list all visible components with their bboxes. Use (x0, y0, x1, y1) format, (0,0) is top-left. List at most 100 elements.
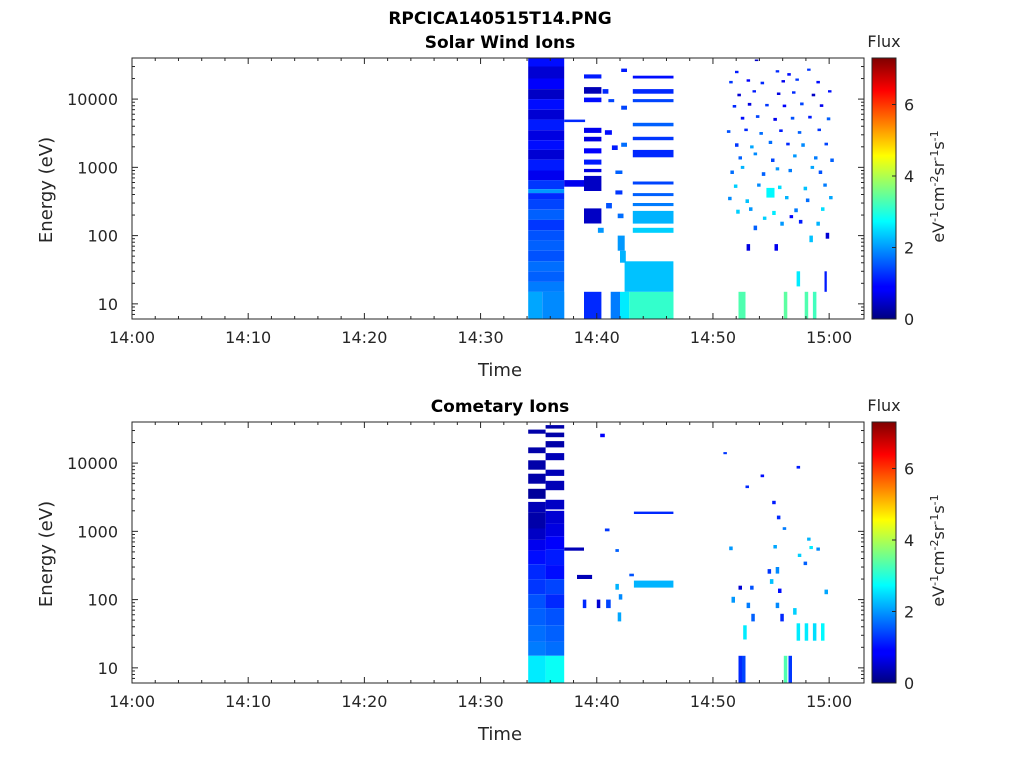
heatmap-cell (602, 89, 609, 94)
heatmap-cell (804, 291, 809, 319)
colorbar-gradient (871, 421, 897, 684)
heatmap-cell (606, 599, 611, 609)
heatmap-cell (632, 149, 674, 158)
heatmap-cell (584, 175, 602, 191)
heatmap-cell (528, 655, 546, 683)
heatmap-cell (633, 580, 674, 588)
heatmap-cell (545, 549, 565, 566)
heatmap-cell (528, 528, 546, 540)
x-tick-label: 14:10 (225, 328, 271, 347)
x-tick-label: 14:20 (341, 328, 387, 347)
heatmap-cell (545, 510, 565, 524)
colorbar-tick-label: 4 (904, 531, 914, 550)
y-tick-label: 1000 (77, 158, 118, 177)
heatmap-cell (545, 499, 565, 510)
y-tick-label: 10000 (67, 454, 118, 473)
heatmap-cells (528, 58, 834, 319)
heatmap-cell (528, 240, 565, 251)
heatmap-cell (812, 623, 817, 641)
heatmap-cell (807, 68, 811, 71)
heatmap-cell (745, 485, 749, 489)
heatmap-cell (805, 198, 810, 203)
heatmap-cell (629, 573, 634, 577)
heatmap-cell (528, 594, 546, 609)
heatmap-cell (760, 474, 765, 478)
plot-frame (131, 57, 865, 320)
heatmap-cell (528, 109, 565, 120)
heatmap-cell (811, 93, 816, 97)
heatmap-cell (819, 104, 824, 107)
heatmap-cell (632, 181, 674, 185)
heatmap-cell (528, 159, 565, 171)
heatmap-cell (723, 452, 727, 455)
x-tick-label: 14:50 (690, 692, 736, 711)
x-axis-ticks: 14:00 14:10 14:20 14:30 14:40 14:50 15:00 (109, 422, 852, 711)
heatmap-cell (528, 130, 565, 141)
heatmap-cell (528, 230, 565, 241)
heatmap-cell (788, 168, 792, 173)
heatmap-cell (545, 655, 565, 683)
heatmap-cell (782, 104, 787, 108)
heatmap-cell (615, 583, 619, 590)
heatmap-cell (621, 105, 627, 110)
heatmap-cell (771, 158, 775, 162)
heatmap-cell (797, 553, 802, 557)
heatmap-cell (545, 432, 565, 438)
heatmap-cell (633, 511, 674, 514)
heatmap-cell (528, 539, 546, 551)
heatmap-cell (736, 209, 740, 214)
heatmap-cell (759, 132, 763, 135)
heatmap-cell (545, 625, 565, 642)
heatmap-cell (528, 180, 565, 190)
heatmap-cell (816, 80, 820, 84)
heatmap-cell (793, 608, 797, 615)
heatmap-cell (621, 68, 627, 72)
heatmap-cell (597, 227, 604, 233)
heatmap-cell (596, 599, 601, 609)
heatmap-cell (821, 207, 825, 211)
heatmap-cell (584, 291, 602, 319)
heatmap-cell (781, 80, 785, 83)
heatmap-cell (814, 156, 818, 160)
heatmap-cell (776, 515, 781, 520)
heatmap-cell (528, 189, 565, 194)
heatmap-cell (545, 641, 565, 656)
heatmap-cell (816, 221, 820, 226)
figure-title: RPCICA140515T14.PNG (388, 9, 611, 29)
heatmap-cell (528, 78, 565, 90)
heatmap-cell (632, 210, 674, 224)
heatmap-cell (545, 441, 565, 448)
heatmap-cell (528, 460, 546, 470)
heatmap-cell (528, 281, 565, 292)
heatmap-cell (545, 469, 565, 476)
heatmap-cell (797, 131, 802, 134)
heatmap-cell (528, 170, 565, 181)
heatmap-cell (792, 91, 796, 94)
heatmap-cell (817, 128, 821, 132)
heatmap-cell (795, 78, 799, 81)
heatmap-cell (545, 594, 565, 609)
heatmap-cell (726, 130, 731, 133)
heatmap-cell (769, 579, 774, 584)
heatmap-cell (632, 227, 674, 233)
heatmap-cell (810, 165, 815, 169)
x-axis-label: Time (477, 360, 522, 381)
panel-title-cometary: Cometary Ions (431, 397, 570, 417)
heatmap-cell (620, 291, 630, 319)
heatmap-cell (796, 465, 801, 469)
heatmap-cell (794, 208, 798, 213)
x-axis-label: Time (477, 724, 522, 745)
heatmap-cell (803, 561, 808, 566)
heatmap-cell (782, 527, 787, 530)
heatmap-cell (584, 168, 602, 173)
y-tick-label: 10 (98, 659, 118, 678)
heatmap-cell (742, 655, 746, 683)
heatmap-cell (528, 89, 565, 100)
heatmap-cell (564, 119, 586, 123)
x-tick-label: 14:30 (458, 692, 504, 711)
heatmap-cell (620, 250, 626, 263)
heatmap-cell (608, 99, 615, 103)
heatmap-cell (746, 244, 751, 251)
